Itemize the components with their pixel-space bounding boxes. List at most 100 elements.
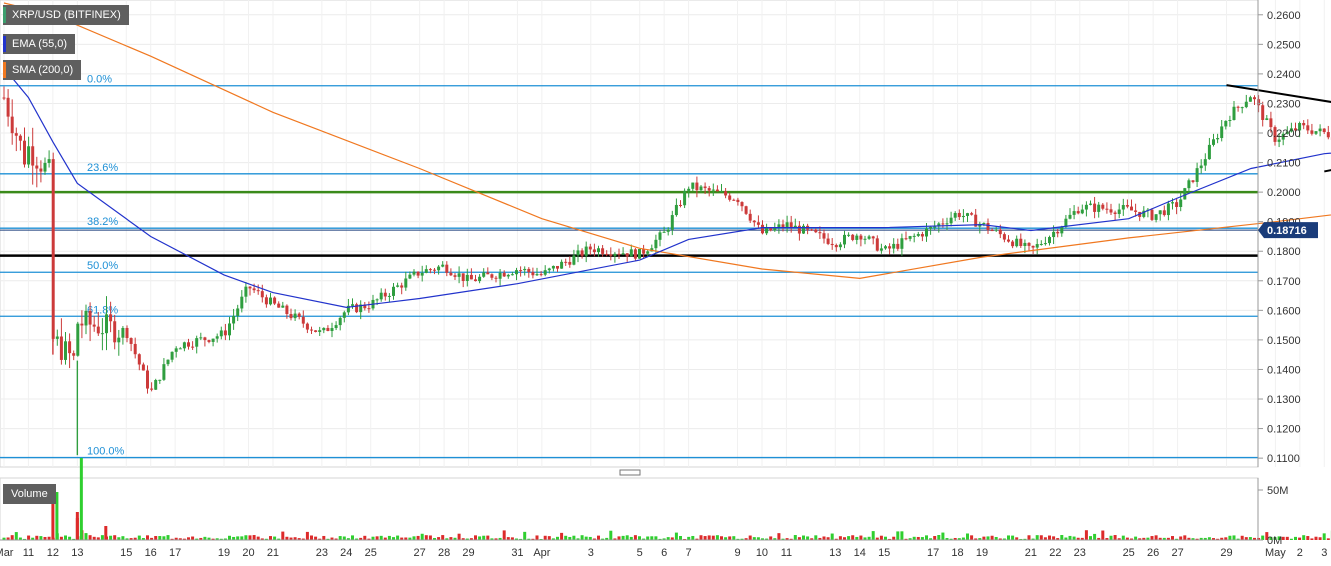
volume-bar [117, 537, 121, 540]
volume-bar [859, 535, 863, 540]
volume-bar [260, 538, 264, 540]
candle-body [96, 326, 100, 334]
volume-bar [252, 535, 256, 540]
volume-bar [1052, 536, 1056, 540]
candle-body [1179, 199, 1183, 207]
candle-body [412, 271, 416, 275]
candle-body [240, 296, 244, 309]
volume-bar [191, 536, 195, 540]
candle-body [720, 191, 723, 193]
volume-bar [68, 536, 72, 540]
volume-spike [75, 518, 79, 540]
candle-body [351, 304, 354, 306]
volume-bar [769, 536, 773, 540]
legend-title[interactable]: XRP/USD (BITFINEX) [3, 5, 129, 25]
candle-body [896, 243, 900, 249]
volume-bar [1269, 536, 1273, 540]
horizontal-levels [0, 190, 1258, 257]
volume-bar [1322, 533, 1326, 540]
volume-bar [342, 536, 346, 540]
x-tick-label: 10 [756, 547, 768, 559]
candle-body [1302, 122, 1306, 126]
candle-body [592, 249, 596, 253]
candlesticks [2, 86, 1331, 456]
legend-ema[interactable]: EMA (55,0) [3, 34, 76, 54]
volume-bar [264, 538, 268, 540]
volume-bar [802, 535, 805, 540]
volume-bar [445, 538, 449, 540]
volume-label[interactable]: Volume [3, 484, 56, 504]
volume-bar [523, 531, 527, 540]
volume-bar [699, 535, 703, 540]
volume-bar [564, 535, 568, 540]
volume-bar [1121, 535, 1125, 540]
fib-label: 100.0% [87, 446, 125, 458]
sma-swatch [3, 62, 6, 78]
candle-body [1117, 209, 1121, 215]
candle-body [556, 265, 559, 269]
candle-body [281, 305, 285, 308]
candle-body [925, 228, 928, 237]
volume-bar [650, 536, 654, 540]
candle-body [761, 224, 764, 234]
candle-body [728, 195, 732, 200]
candle-body [293, 313, 297, 319]
candle-body [945, 223, 949, 225]
volume-bar [551, 538, 555, 540]
volume-bar [1084, 530, 1088, 540]
candle-body [55, 336, 59, 339]
candle-body [1240, 107, 1244, 109]
volume-bar [1142, 537, 1146, 540]
candle-body [998, 229, 1002, 235]
candle-body [1154, 214, 1158, 220]
volume-bar [925, 535, 928, 540]
volume-bar [113, 535, 117, 540]
title-swatch [3, 7, 6, 23]
volume-bar [109, 535, 113, 540]
candle-body [1306, 125, 1310, 131]
y-tick-label: 0.1500 [1267, 335, 1301, 347]
candle-body [1093, 203, 1097, 212]
volume-bar [1154, 535, 1158, 540]
candle-body [974, 214, 978, 227]
ema-55-line [3, 67, 1331, 309]
candle-body [277, 303, 281, 308]
candle-body [1109, 209, 1113, 213]
candle-body [1285, 131, 1289, 134]
candle-body [982, 223, 986, 225]
candle-body [937, 223, 941, 227]
candle-body [342, 312, 346, 318]
candle-body [502, 272, 506, 277]
candle-body [949, 217, 953, 224]
candle-body [84, 310, 88, 326]
x-tick-label: 29 [462, 547, 474, 559]
plot-area [0, 0, 1259, 468]
volume-bar [1285, 536, 1289, 540]
volume-bar [1043, 537, 1047, 540]
volume-bar [154, 536, 158, 540]
volume-bar [658, 538, 662, 540]
candle-body [572, 255, 576, 265]
candle-body [912, 235, 916, 237]
volume-bar [609, 530, 613, 540]
candle-body [994, 229, 998, 231]
candle-body [301, 316, 305, 324]
candle-body [1171, 202, 1174, 204]
candle-body [1269, 118, 1273, 128]
candle-body [1244, 101, 1248, 108]
pane-resize-handle [619, 469, 641, 476]
legend-sma[interactable]: SMA (200,0) [3, 60, 82, 80]
candle-body [1273, 127, 1277, 142]
candle-body [437, 266, 441, 271]
candle-body [633, 249, 637, 259]
volume-bar [166, 535, 170, 540]
candle-body [31, 146, 35, 166]
candle-body [1048, 237, 1051, 244]
candle-body [207, 340, 211, 342]
volume-bar [187, 537, 190, 540]
volume-bar [978, 538, 982, 540]
candle-body [961, 215, 965, 218]
volume-bar [806, 536, 810, 540]
volume-bar [974, 538, 978, 540]
